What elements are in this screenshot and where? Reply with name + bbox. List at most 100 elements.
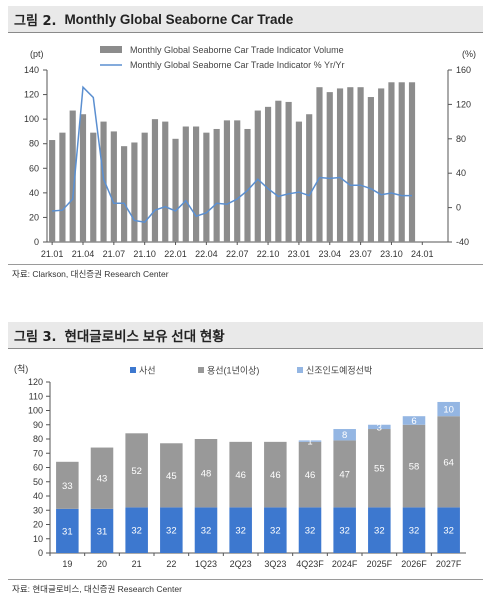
bar-segment [194, 439, 218, 508]
legend-label: 신조인도예정선박 [306, 366, 372, 376]
left-tick-label: 100 [24, 114, 39, 124]
figure-number: 그림 3. [14, 329, 57, 345]
bar-segment [56, 508, 79, 553]
legend-label-yoy: Monthly Global Seaborne Car Trade Indica… [130, 60, 344, 70]
x-tick-label: 23.07 [349, 249, 372, 259]
bar-value-label: 32 [166, 526, 177, 537]
bar-segment [229, 507, 252, 553]
bar-volume [398, 82, 405, 243]
x-tick-label: 22.04 [195, 249, 218, 259]
bar-volume [193, 126, 200, 242]
bar-volume [59, 132, 66, 242]
bar-value-label: 32 [235, 526, 246, 537]
bar-segment [298, 440, 322, 442]
bar-value-label: 32 [201, 526, 212, 537]
figure-title-bar: 그림 3. 현대글로비스 보유 선대 현황 [8, 322, 483, 349]
bar-segment [264, 507, 287, 553]
left-tick-label: 20 [33, 520, 43, 530]
bar-volume [49, 140, 56, 242]
right-tick-label: 0 [456, 203, 461, 213]
bar-value-label: 32 [443, 526, 454, 537]
x-tick-label: 21.01 [41, 249, 64, 259]
bar-volume [203, 132, 210, 242]
bar-volume [254, 110, 261, 243]
bar-value-label: 58 [409, 462, 420, 473]
bar-value-label: 32 [374, 526, 385, 537]
left-tick-label: 40 [33, 491, 43, 501]
x-tick-label: 22.01 [164, 249, 187, 259]
x-tick-label: 24.01 [411, 249, 434, 259]
bar-value-label: 46 [235, 470, 246, 481]
left-tick-label: 10 [33, 534, 43, 544]
bar-volume [151, 119, 159, 242]
bar-value-label: 32 [339, 526, 350, 537]
x-tick-label: 21.10 [133, 249, 156, 259]
bar-value-label: 32 [409, 526, 420, 537]
left-tick-label: 20 [29, 212, 39, 222]
left-tick-label: 100 [28, 406, 43, 416]
x-tick-label: 2024F [332, 559, 358, 569]
x-tick-label: 21.04 [72, 249, 95, 259]
x-tick-label: 23.04 [318, 249, 341, 259]
right-tick-label: 80 [456, 134, 466, 144]
bar-value-label: 32 [270, 526, 281, 537]
bar-volume [295, 121, 302, 242]
figure-fleet-status: 그림 3. 현대글로비스 보유 선대 현황 (척) 사선 용선(1년이상) 신조인도예… [0, 318, 493, 610]
x-tick-label: 20 [97, 559, 107, 569]
bar-value-label: 32 [305, 526, 316, 537]
x-tick-label: 1Q23 [195, 559, 217, 569]
bar-segment [298, 441, 322, 508]
bar-value-label: 31 [62, 526, 73, 537]
x-tick-label: 4Q23F [296, 559, 324, 569]
bar-segment [402, 416, 426, 425]
bar-volume [172, 138, 179, 242]
fleet-status-chart: (척) 사선 용선(1년이상) 신조인도예정선박 0 10 20 30 40 50 60 70 80 90… [14, 364, 466, 569]
legend-swatch [130, 367, 136, 373]
bar-volume [131, 142, 138, 242]
legend-swatch-volume [100, 46, 122, 53]
bar-volume [306, 114, 313, 242]
bar-value-label: 8 [342, 430, 347, 441]
right-tick-label: -40 [456, 237, 469, 247]
bar-value-label: 10 [443, 405, 454, 416]
bar-value-label: 31 [97, 526, 108, 537]
bar-segment [437, 416, 460, 508]
bar-volume [90, 132, 97, 242]
left-tick-label: 120 [28, 377, 43, 387]
left-tick-label: 50 [33, 477, 43, 487]
bar-value-label: 3 [377, 422, 382, 433]
bar-volume [378, 88, 385, 242]
figure-number: 그림 2. [14, 13, 57, 29]
left-tick-label: 80 [29, 139, 39, 149]
bar-segment [298, 507, 322, 553]
bar-volume [367, 97, 374, 243]
bar-value-label: 1 [307, 437, 312, 448]
x-tick-label: 23.10 [380, 249, 403, 259]
right-tick-label: 160 [456, 65, 471, 75]
left-tick-label: 70 [33, 448, 43, 458]
legend-swatch [297, 367, 303, 373]
bar-value-label: 47 [339, 469, 350, 480]
bar-segment [194, 507, 218, 553]
bar-segment [333, 429, 356, 441]
bar-volume [347, 87, 354, 242]
seaborne-trade-chart: (pt) (%) Monthly Global Seaborne Car Trade… [24, 45, 476, 259]
bar-segment [90, 447, 114, 509]
left-axis-unit: (pt) [30, 49, 44, 59]
bar-volume [388, 82, 395, 243]
bar-value-label: 43 [97, 474, 108, 485]
left-tick-label: 40 [29, 188, 39, 198]
bar-segment [402, 424, 426, 508]
bar-segment [229, 441, 252, 508]
bar-volume [69, 110, 76, 243]
figure-title: Monthly Global Seaborne Car Trade [64, 11, 294, 27]
x-tick-label: 21 [132, 559, 142, 569]
x-tick-label: 2Q23 [230, 559, 252, 569]
bar-segment [125, 507, 148, 553]
bar-segment [437, 507, 460, 553]
bar-volume [223, 120, 231, 242]
bar-volume [234, 120, 241, 242]
x-tick-label: 23.01 [288, 249, 311, 259]
bar-segment [56, 461, 79, 509]
bar-value-label: 46 [305, 470, 316, 481]
